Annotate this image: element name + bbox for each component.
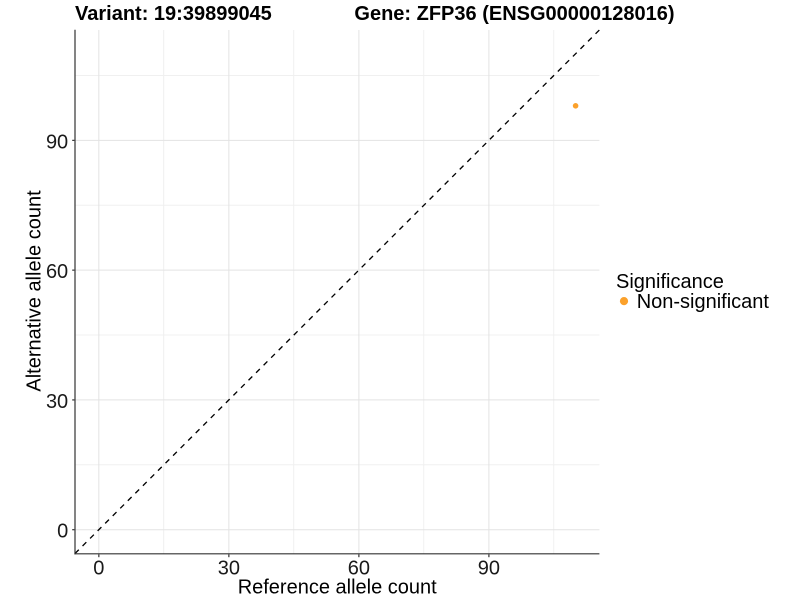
svg-text:90: 90 — [478, 558, 500, 580]
svg-text:30: 30 — [46, 391, 68, 413]
svg-text:30: 30 — [218, 558, 240, 580]
svg-text:0: 0 — [57, 521, 68, 543]
svg-text:Gene: ZFP36 (ENSG00000128016): Gene: ZFP36 (ENSG00000128016) — [354, 3, 674, 25]
svg-text:Non-significant: Non-significant — [637, 291, 770, 313]
svg-text:Variant: 19:39899045: Variant: 19:39899045 — [75, 3, 272, 25]
svg-text:60: 60 — [348, 558, 370, 580]
svg-text:0: 0 — [93, 558, 104, 580]
svg-text:Alternative allele count: Alternative allele count — [24, 190, 46, 392]
svg-text:Reference allele count: Reference allele count — [238, 577, 437, 599]
svg-text:Significance: Significance — [616, 271, 724, 293]
svg-text:60: 60 — [46, 261, 68, 283]
svg-text:90: 90 — [46, 131, 68, 153]
